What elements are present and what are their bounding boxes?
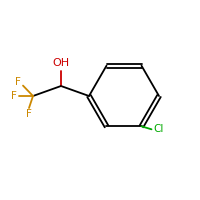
Text: F: F: [15, 77, 21, 87]
Text: F: F: [11, 91, 17, 101]
Text: OH: OH: [52, 58, 70, 68]
Text: F: F: [26, 109, 32, 119]
Text: Cl: Cl: [154, 124, 164, 134]
